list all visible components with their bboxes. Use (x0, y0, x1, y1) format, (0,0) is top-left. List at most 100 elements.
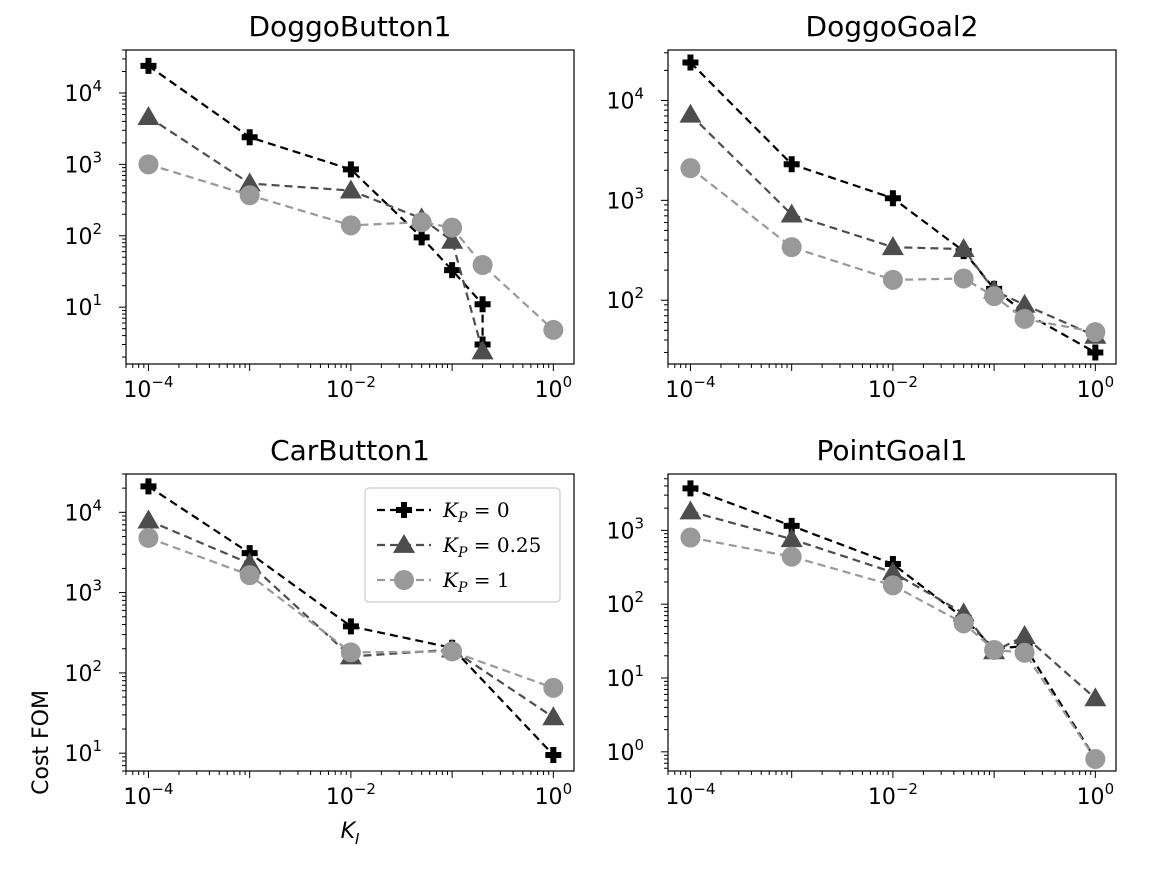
data-point (680, 158, 701, 179)
x-tick-label: 10−4 (665, 780, 715, 810)
y-tick-label: 102 (606, 284, 644, 314)
series-2 (137, 106, 494, 360)
panel-2: DoggoGoal2 10−4 10−2 100 102 103 104 (606, 10, 1117, 403)
x-tick-label: 100 (1077, 373, 1115, 403)
y-tick-label: 101 (64, 737, 102, 767)
y-axis-label: Cost FOM (29, 690, 54, 795)
series-line (147, 64, 484, 345)
data-point (884, 190, 901, 207)
data-point (411, 212, 432, 233)
y-tick-label: 102 (606, 588, 644, 618)
data-point (984, 639, 1005, 660)
x-tick-label: 10−2 (868, 373, 918, 403)
data-point (340, 215, 361, 236)
plot-frame (667, 473, 1117, 772)
x-tick-label: 10−4 (123, 373, 173, 403)
legend-marker (396, 502, 412, 518)
data-point (238, 552, 261, 572)
panel-3: CarButton1 10−4 10−2 100 101 102 103 104 KI Cost … (29, 434, 575, 848)
series-line (690, 510, 1097, 700)
data-point (474, 296, 491, 313)
y-tick-label: 104 (64, 496, 102, 526)
data-point (1085, 322, 1106, 343)
series-line (147, 116, 484, 352)
data-point (342, 161, 359, 178)
y-tick-label: 104 (606, 84, 644, 114)
data-point (342, 618, 359, 635)
data-point (682, 54, 699, 71)
legend-label: KP = 0 (442, 498, 510, 526)
legend-label: KP = 0.25 (442, 533, 541, 561)
data-point (471, 340, 494, 360)
panel-title: CarButton1 (270, 434, 430, 467)
legend-marker (393, 534, 415, 553)
data-point (238, 172, 261, 192)
x-tick-label: 100 (535, 780, 573, 810)
x-tick-label: 10−2 (326, 373, 376, 403)
data-point (545, 746, 562, 763)
x-tick-label: 10−2 (326, 780, 376, 810)
plot-frame (667, 49, 1117, 365)
series-3 (138, 527, 564, 698)
x-tick-label: 10−4 (665, 373, 715, 403)
data-point (881, 236, 904, 256)
data-point (444, 262, 461, 279)
data-point (442, 217, 463, 238)
data-point (441, 229, 464, 249)
plot-frame (125, 49, 575, 365)
data-point (1085, 748, 1106, 769)
series-line (690, 487, 1097, 760)
series-1 (140, 57, 491, 353)
panel-1: DoggoButton1 10−4 10−2 100 101 102 103 104 (64, 10, 575, 403)
data-point (881, 561, 904, 581)
data-point (543, 677, 564, 698)
x-tick-label: 100 (535, 373, 573, 403)
data-point (1084, 687, 1107, 707)
panel-4: PointGoal1 10−4 10−2 100 100 101 102 103 (606, 434, 1117, 810)
y-tick-label: 102 (64, 657, 102, 687)
x-tick-label: 100 (1077, 780, 1115, 810)
data-point (140, 57, 157, 74)
y-tick-label: 100 (606, 736, 644, 766)
series-line (689, 61, 1096, 354)
data-point (680, 527, 701, 548)
data-point (679, 103, 702, 123)
data-point (542, 706, 565, 726)
series-2 (679, 103, 1107, 344)
data-point (543, 319, 564, 340)
data-point (783, 156, 800, 173)
data-point (339, 179, 362, 199)
data-point (137, 106, 160, 125)
y-tick-label: 103 (606, 184, 644, 214)
legend-label: KP = 1 (442, 568, 510, 596)
data-point (1014, 308, 1035, 329)
y-tick-label: 104 (64, 77, 102, 107)
data-point (783, 517, 800, 534)
series-3 (138, 154, 564, 340)
data-point (984, 286, 1005, 307)
panel-title: DoggoGoal2 (806, 10, 979, 43)
series-3 (680, 158, 1106, 343)
series-2 (679, 500, 1107, 707)
data-point (952, 238, 975, 258)
data-point (882, 269, 903, 290)
data-point (1014, 642, 1035, 663)
series-1 (682, 54, 1104, 361)
data-point (413, 229, 430, 246)
data-point (780, 203, 803, 223)
data-point (137, 509, 160, 529)
y-tick-label: 101 (606, 662, 644, 692)
data-point (679, 500, 702, 520)
data-point (953, 613, 974, 634)
series-1 (682, 480, 1104, 767)
data-point (781, 237, 802, 258)
data-point (241, 129, 258, 146)
data-point (1013, 625, 1036, 644)
series-3 (680, 527, 1106, 769)
y-tick-label: 103 (606, 514, 644, 544)
data-point (781, 546, 802, 567)
data-point (239, 565, 260, 586)
data-point (780, 528, 803, 548)
plot-frame (125, 473, 575, 772)
